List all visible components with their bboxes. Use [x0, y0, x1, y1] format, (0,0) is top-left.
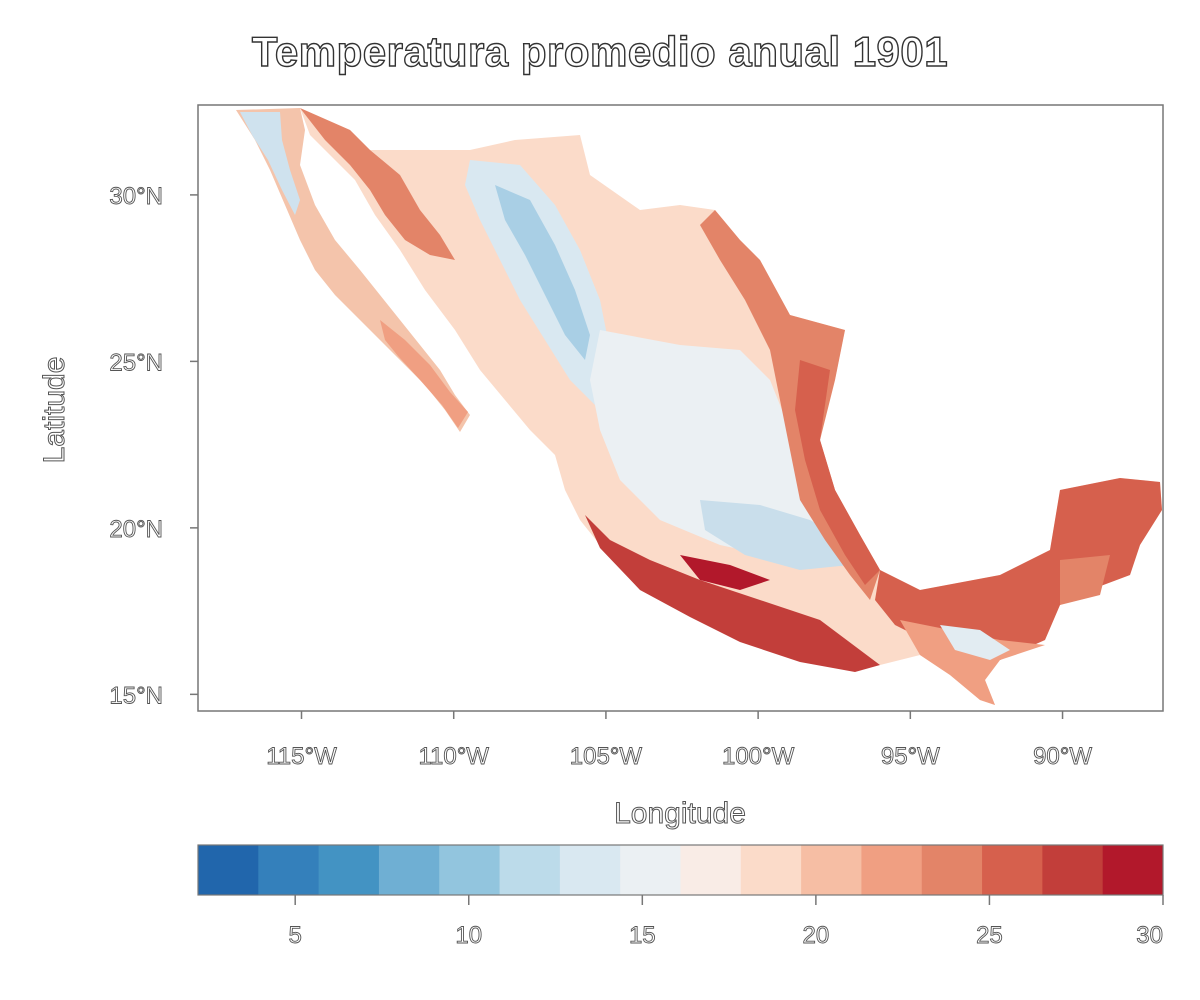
colorbar-swatch — [439, 845, 501, 895]
central-plateau — [590, 330, 850, 560]
colorbar-swatch — [559, 845, 621, 895]
colorbar-tick-label: 15 — [629, 922, 656, 949]
colorbar-swatch — [1042, 845, 1104, 895]
colorbar-tick-label: 10 — [455, 922, 482, 949]
chart-title: Temperatura promedio anual 1901 — [251, 27, 949, 75]
x-tick-label: 110°W — [418, 743, 489, 770]
baja-cool-zone — [240, 112, 300, 215]
yucatan — [875, 478, 1162, 660]
x-tick-label: 115°W — [266, 743, 337, 770]
colorbar-swatch — [982, 845, 1043, 895]
yucatan-south-mild — [1060, 555, 1110, 605]
x-axis-label: Longitude — [614, 797, 747, 831]
chiapas — [900, 620, 1045, 705]
colorbar-tick-label: 5 — [289, 922, 302, 949]
chiapas-highlands — [940, 625, 1010, 660]
colorbar-tick-label: 25 — [976, 922, 1003, 949]
central-highlands-cool — [700, 500, 850, 570]
y-tick-label: 30°N — [109, 183, 163, 210]
x-axis-ticks: 115°W 110°W 105°W 100°W 95°W 90°W — [266, 711, 1093, 770]
x-tick-label: 105°W — [570, 743, 643, 770]
colorbar-tick-label: 20 — [803, 922, 830, 949]
pacific-coast-hot — [585, 515, 880, 672]
baja-south — [380, 320, 468, 428]
colorbar-tick-label: 30 — [1136, 922, 1163, 949]
colorbar-swatch — [861, 845, 923, 895]
colorbar-swatch — [740, 845, 802, 895]
plot-frame — [197, 104, 1164, 712]
colorbar-frame — [197, 844, 1164, 896]
colorbar-swatch — [318, 845, 380, 895]
colorbar-swatch — [258, 845, 320, 895]
sierra-occidental-coolest — [495, 185, 590, 360]
sonora-warm — [300, 108, 455, 260]
x-tick-label: 100°W — [722, 743, 795, 770]
colorbar-swatch — [499, 845, 561, 895]
colorbar-swatch — [1102, 845, 1164, 895]
colorbar-swatch — [921, 845, 983, 895]
colorbar-swatch — [801, 845, 862, 895]
gulf-coast-hot — [795, 360, 880, 585]
x-tick-label: 95°W — [881, 743, 940, 770]
y-axis-ticks: 15°N 20°N 25°N 30°N — [109, 182, 198, 710]
y-tick-label: 20°N — [109, 516, 163, 543]
y-tick-label: 15°N — [109, 682, 163, 709]
colorbar-swatch — [198, 845, 259, 895]
colorbar-swatch — [620, 845, 681, 895]
colorbar-swatch — [378, 845, 440, 895]
balsas-basin-hot — [680, 555, 770, 590]
y-tick-label: 25°N — [109, 349, 163, 376]
colorbar-swatch — [680, 845, 742, 895]
x-tick-label: 90°W — [1033, 743, 1092, 770]
temperature-map — [236, 108, 1162, 705]
colorbar: 5 10 15 20 25 30 — [197, 844, 1164, 949]
